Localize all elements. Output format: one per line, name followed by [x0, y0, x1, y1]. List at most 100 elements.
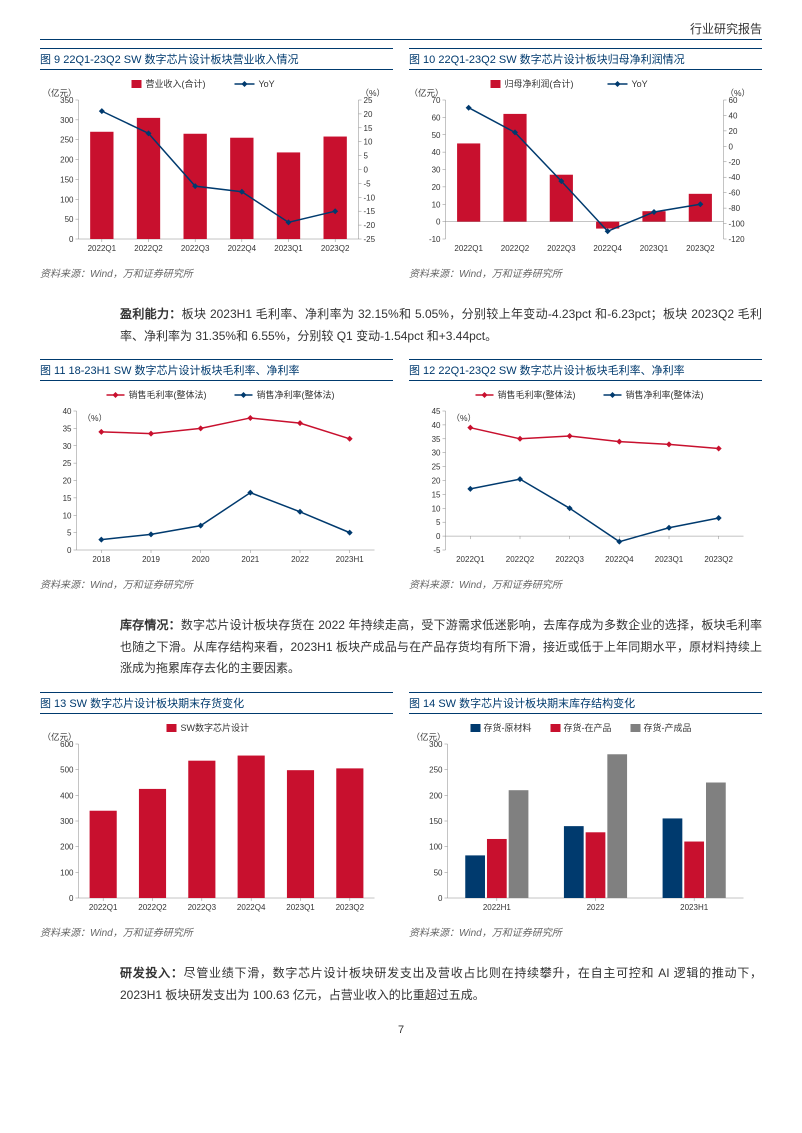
svg-text:0: 0: [67, 546, 72, 555]
fig9-source: 资料来源：Wind，万和证券研究所: [40, 265, 393, 280]
fig10-source: 资料来源：Wind，万和证券研究所: [409, 265, 762, 280]
svg-text:20: 20: [364, 110, 373, 119]
svg-text:营业收入(合计): 营业收入(合计): [146, 78, 206, 89]
svg-text:-60: -60: [729, 189, 741, 198]
fig14-title: 图 14 SW 数字芯片设计板块期末库存结构变化: [409, 692, 762, 714]
svg-text:10: 10: [432, 200, 441, 209]
row-fig13-fig14: 图 13 SW 数字芯片设计板块期末存货变化 SW数字芯片设计（亿元）01002…: [40, 692, 762, 951]
para-inventory: 库存情况：数字芯片设计板块存货在 2022 年持续走高，受下游需求低迷影响，去库…: [120, 615, 762, 680]
svg-text:15: 15: [364, 124, 373, 133]
svg-text:10: 10: [63, 511, 72, 520]
fig13-title: 图 13 SW 数字芯片设计板块期末存货变化: [40, 692, 393, 714]
svg-text:250: 250: [429, 766, 443, 775]
svg-text:50: 50: [432, 131, 441, 140]
svg-text:2023Q1: 2023Q1: [274, 244, 303, 253]
svg-text:2022Q4: 2022Q4: [605, 555, 634, 564]
para1-bold: 盈利能力：: [120, 307, 182, 321]
svg-text:2022Q1: 2022Q1: [88, 244, 117, 253]
svg-text:-40: -40: [729, 173, 741, 182]
fig14-chart: 存货-原材料存货-在产品存货-产成品（亿元）050100150200250300…: [409, 720, 762, 920]
svg-text:100: 100: [429, 843, 443, 852]
svg-text:2023Q1: 2023Q1: [640, 244, 669, 253]
svg-text:2022Q4: 2022Q4: [237, 903, 266, 912]
svg-text:400: 400: [60, 791, 74, 800]
svg-text:2023H1: 2023H1: [680, 903, 709, 912]
svg-text:2023H1: 2023H1: [336, 555, 365, 564]
svg-text:2023Q2: 2023Q2: [704, 555, 733, 564]
svg-text:归母净利润(合计): 归母净利润(合计): [505, 78, 574, 89]
fig11-chart: 销售毛利率(整体法)销售净利率(整体法)（%）05101520253035402…: [40, 387, 393, 572]
fig12-title: 图 12 22Q1-23Q2 SW 数字芯片设计板块毛利率、净利率: [409, 359, 762, 381]
row-fig9-fig10: 图 9 22Q1-23Q2 SW 数字芯片设计板块营业收入情况 营业收入(合计)…: [40, 48, 762, 292]
svg-text:15: 15: [63, 494, 72, 503]
svg-text:50: 50: [65, 215, 74, 224]
svg-text:35: 35: [432, 435, 441, 444]
svg-text:40: 40: [432, 148, 441, 157]
fig13-source: 资料来源：Wind，万和证券研究所: [40, 924, 393, 939]
svg-text:70: 70: [432, 96, 441, 105]
report-header: 行业研究报告: [690, 20, 762, 37]
svg-text:5: 5: [364, 152, 369, 161]
header-divider: [40, 39, 762, 40]
svg-text:15: 15: [432, 491, 441, 500]
svg-text:0: 0: [436, 532, 441, 541]
svg-text:300: 300: [429, 740, 443, 749]
para1-text: 板块 2023H1 毛利率、净利率为 32.15%和 5.05%，分别较上年变动…: [120, 307, 762, 343]
fig12-source: 资料来源：Wind，万和证券研究所: [409, 576, 762, 591]
svg-text:2022Q2: 2022Q2: [134, 244, 163, 253]
svg-text:YoY: YoY: [632, 79, 648, 89]
svg-text:2018: 2018: [92, 555, 110, 564]
para2-text: 数字芯片设计板块存货在 2022 年持续走高，受下游需求低迷影响，去库存成为多数…: [120, 618, 762, 675]
svg-text:600: 600: [60, 740, 74, 749]
para3-bold: 研发投入：: [120, 966, 184, 980]
svg-text:2022Q4: 2022Q4: [593, 244, 622, 253]
svg-text:存货-在产品: 存货-在产品: [564, 722, 612, 733]
fig13-chart: SW数字芯片设计（亿元）01002003004005006002022Q1202…: [40, 720, 393, 920]
svg-text:100: 100: [60, 868, 74, 877]
svg-text:-25: -25: [364, 235, 376, 244]
fig11-source: 资料来源：Wind，万和证券研究所: [40, 576, 393, 591]
svg-text:2022Q3: 2022Q3: [555, 555, 584, 564]
svg-text:20: 20: [729, 127, 738, 136]
svg-text:30: 30: [432, 449, 441, 458]
svg-text:2022H1: 2022H1: [483, 903, 512, 912]
page-number: 7: [40, 1024, 762, 1036]
svg-text:2019: 2019: [142, 555, 160, 564]
svg-text:60: 60: [729, 96, 738, 105]
svg-text:2020: 2020: [192, 555, 210, 564]
svg-text:-10: -10: [364, 193, 376, 202]
svg-text:25: 25: [63, 459, 72, 468]
svg-text:200: 200: [429, 791, 443, 800]
svg-text:5: 5: [67, 529, 72, 538]
svg-text:2023Q1: 2023Q1: [286, 903, 315, 912]
svg-text:2022Q1: 2022Q1: [456, 555, 485, 564]
svg-text:2023Q2: 2023Q2: [686, 244, 715, 253]
svg-text:0: 0: [729, 142, 734, 151]
svg-text:250: 250: [60, 136, 74, 145]
svg-text:YoY: YoY: [259, 79, 275, 89]
svg-text:200: 200: [60, 843, 74, 852]
svg-text:300: 300: [60, 817, 74, 826]
fig11-title: 图 11 18-23H1 SW 数字芯片设计板块毛利率、净利率: [40, 359, 393, 381]
svg-text:150: 150: [60, 175, 74, 184]
svg-text:-5: -5: [364, 179, 372, 188]
fig14-source: 资料来源：Wind，万和证券研究所: [409, 924, 762, 939]
svg-text:0: 0: [69, 235, 74, 244]
fig10-chart: 归母净利润(合计)YoY（亿元）（%）-10010203040506070-12…: [409, 76, 762, 261]
svg-text:-10: -10: [429, 235, 441, 244]
para3-text: 尽管业绩下滑，数字芯片设计板块研发支出及营收占比则在持续攀升，在自主可控和 AI…: [120, 966, 762, 1002]
svg-text:0: 0: [69, 894, 74, 903]
svg-text:2022Q2: 2022Q2: [138, 903, 167, 912]
svg-text:2022: 2022: [587, 903, 605, 912]
svg-text:2023Q2: 2023Q2: [321, 244, 350, 253]
svg-text:20: 20: [432, 183, 441, 192]
svg-text:40: 40: [729, 111, 738, 120]
fig10-title: 图 10 22Q1-23Q2 SW 数字芯片设计板块归母净利润情况: [409, 48, 762, 70]
svg-text:0: 0: [438, 894, 443, 903]
svg-text:35: 35: [63, 425, 72, 434]
svg-text:2022Q4: 2022Q4: [228, 244, 257, 253]
para-profitability: 盈利能力：板块 2023H1 毛利率、净利率为 32.15%和 5.05%，分别…: [120, 304, 762, 347]
svg-text:-120: -120: [729, 235, 746, 244]
svg-text:-80: -80: [729, 204, 741, 213]
svg-text:SW数字芯片设计: SW数字芯片设计: [181, 722, 250, 733]
